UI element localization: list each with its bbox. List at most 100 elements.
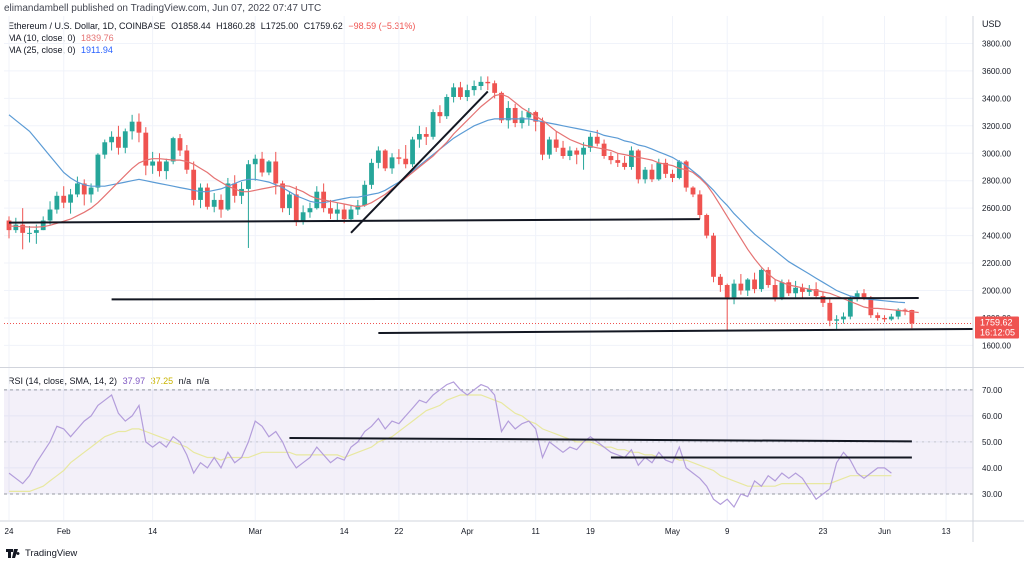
candle (451, 83, 456, 103)
rsi-band (4, 389, 973, 494)
candle-body (143, 132, 149, 166)
candle-body (211, 199, 217, 207)
candle (834, 315, 840, 329)
close-value: C1759.62 (303, 21, 343, 31)
ma25-label: MA (25, close, 0) (8, 45, 76, 55)
candle-body (198, 187, 203, 200)
candle-body (20, 224, 26, 233)
candle-body (170, 138, 176, 162)
candle (635, 149, 641, 184)
candle (307, 202, 313, 218)
time-axis-tick: 13 (942, 527, 951, 536)
candle (355, 199, 361, 216)
candle (444, 94, 450, 119)
time-axis-tick: Mar (248, 527, 262, 536)
candle (177, 134, 183, 156)
candle-body (102, 142, 108, 155)
candle-body (403, 158, 409, 165)
symbol-header: Ethereum / U.S. Dollar, 1D, COINBASE O18… (8, 21, 415, 31)
candle (334, 202, 340, 222)
candle (909, 309, 915, 329)
candle-body (690, 187, 696, 195)
candle-body (293, 194, 299, 221)
candle-body (300, 212, 306, 221)
candle-body (601, 143, 607, 156)
candle-body (841, 316, 846, 320)
candle (553, 131, 559, 152)
candle (512, 103, 518, 128)
candle-body (136, 121, 142, 133)
time-axis-tick: Feb (57, 527, 71, 536)
candle-body (218, 199, 224, 210)
candle-body (355, 205, 361, 210)
candle-body (512, 107, 518, 124)
candle-body (464, 90, 470, 97)
ma10-legend[interactable]: MA (10, close, 0) 1839.76 (8, 33, 114, 43)
candle-body (47, 209, 53, 221)
candle (382, 149, 388, 172)
candle-body (847, 298, 853, 317)
candle (711, 232, 716, 283)
candle (875, 312, 881, 321)
candle (348, 205, 354, 222)
rsi-legend[interactable]: RSI (14, close, SMA, 14, 2) 37.97 37.25 … (8, 376, 209, 386)
candle-body (259, 158, 265, 173)
candle-body (875, 315, 881, 318)
footer-brand-text: TradingView (25, 548, 78, 559)
candle-body (608, 156, 614, 161)
ma25-value: 1911.94 (81, 45, 113, 55)
candle (738, 274, 744, 295)
rsi-na-2: n/a (196, 376, 210, 386)
footer-brand[interactable]: TradingView (6, 548, 77, 559)
candle (20, 208, 26, 250)
candle (800, 283, 805, 299)
candle (690, 186, 696, 198)
candle-body (765, 269, 771, 286)
candle-body (458, 87, 463, 97)
price-axis-tick: 2600.00 (982, 204, 1011, 213)
candle-body (177, 138, 183, 151)
candle-body (437, 112, 443, 117)
candle (471, 80, 477, 96)
candle (622, 156, 627, 170)
candle (560, 140, 566, 159)
candle-body (581, 147, 586, 155)
candle-body (389, 157, 395, 169)
candle (396, 149, 402, 165)
candle (745, 278, 751, 296)
candle (642, 166, 648, 184)
ma25-legend[interactable]: MA (25, close, 0) 1911.94 (8, 45, 113, 55)
candle-body (882, 317, 887, 320)
candle-body (348, 209, 354, 220)
rsi-resistance-line (289, 436, 912, 443)
candle (163, 158, 169, 180)
time-axis-tick: 11 (532, 527, 541, 536)
high-value: H1860.28 (216, 21, 256, 31)
publish-banner: elimandambell published on TradingView.c… (0, 0, 1024, 16)
candle (362, 180, 368, 207)
last-price-tag: 1759.62 16:12:05 (975, 316, 1019, 339)
candle (779, 279, 785, 301)
candle (417, 125, 422, 148)
candle-body (499, 92, 504, 121)
candle (218, 194, 224, 218)
candle-body (280, 183, 285, 209)
candle-body (287, 194, 292, 209)
open-value: O1858.44 (171, 21, 211, 31)
candle-body (588, 136, 593, 148)
candle-body (683, 161, 689, 188)
rsi-ma-line (9, 394, 892, 492)
candle (95, 153, 101, 192)
candle-body (54, 195, 60, 210)
time-axis-tick: 14 (340, 527, 349, 536)
candle-body (635, 150, 641, 180)
price-axis-tick: 3600.00 (982, 67, 1011, 76)
candle-body (471, 86, 477, 91)
ma10-label: MA (10, close, 0) (8, 33, 76, 43)
rsi-axis-tick: 60.00 (982, 412, 1003, 421)
currency-label: USD (982, 19, 1002, 29)
support-line-1700 (378, 327, 974, 335)
candle (204, 183, 210, 210)
candle-body (560, 147, 566, 156)
